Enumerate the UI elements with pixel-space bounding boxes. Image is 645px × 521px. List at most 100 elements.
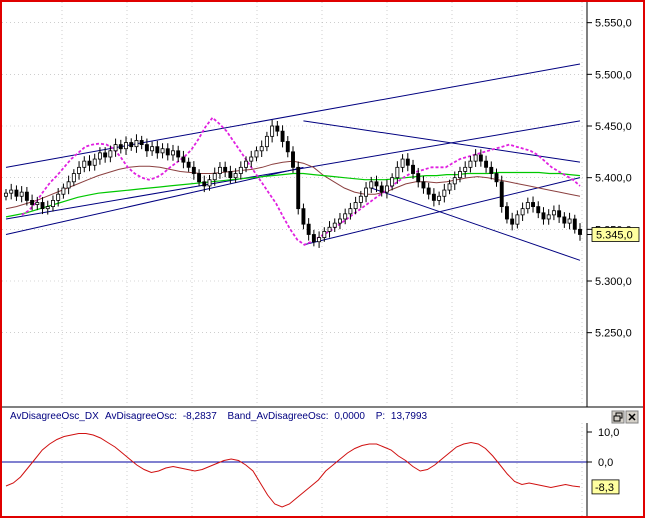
candlestick[interactable] bbox=[374, 175, 379, 193]
candlestick[interactable] bbox=[322, 227, 327, 242]
candlestick[interactable] bbox=[259, 140, 264, 157]
candlestick[interactable] bbox=[71, 169, 76, 187]
candlestick[interactable] bbox=[332, 218, 337, 232]
candlestick[interactable] bbox=[567, 212, 572, 230]
candlestick[interactable] bbox=[473, 149, 478, 167]
candlestick[interactable] bbox=[353, 196, 358, 215]
candlestick[interactable] bbox=[285, 136, 290, 158]
candlestick[interactable] bbox=[191, 161, 196, 180]
candlestick[interactable] bbox=[499, 175, 504, 213]
candlestick[interactable] bbox=[264, 131, 269, 152]
candlestick[interactable] bbox=[280, 125, 285, 148]
candlestick[interactable] bbox=[129, 138, 134, 151]
candlestick[interactable] bbox=[233, 168, 238, 183]
candlestick[interactable] bbox=[572, 214, 577, 234]
candlestick[interactable] bbox=[431, 188, 436, 207]
candlestick[interactable] bbox=[384, 179, 389, 199]
trend-line[interactable] bbox=[5, 63, 581, 168]
candlestick[interactable] bbox=[494, 168, 499, 187]
candlestick[interactable] bbox=[176, 145, 181, 163]
candlestick[interactable] bbox=[202, 175, 207, 193]
candlestick[interactable] bbox=[379, 181, 384, 197]
candlestick[interactable] bbox=[186, 157, 191, 172]
candlestick[interactable] bbox=[468, 156, 473, 173]
candlestick[interactable] bbox=[30, 194, 35, 211]
candlestick[interactable] bbox=[77, 161, 82, 180]
candlestick[interactable] bbox=[458, 166, 462, 183]
candlestick[interactable] bbox=[270, 119, 275, 143]
candlestick[interactable] bbox=[306, 218, 311, 241]
candlestick[interactable] bbox=[364, 182, 369, 203]
candlestick[interactable] bbox=[291, 146, 295, 173]
candlestick[interactable] bbox=[144, 138, 149, 157]
candlestick[interactable] bbox=[134, 134, 139, 153]
candlestick[interactable] bbox=[411, 159, 415, 179]
candlestick[interactable] bbox=[92, 153, 97, 171]
candlestick[interactable] bbox=[515, 210, 520, 229]
candlestick[interactable] bbox=[551, 205, 556, 221]
candlestick[interactable] bbox=[197, 169, 202, 187]
candlestick[interactable] bbox=[562, 212, 567, 228]
candlestick[interactable] bbox=[228, 165, 233, 184]
candlestick[interactable] bbox=[489, 161, 494, 180]
candlestick[interactable] bbox=[426, 182, 431, 200]
candlestick[interactable] bbox=[9, 183, 14, 200]
price-plot-area[interactable] bbox=[4, 63, 582, 261]
candlestick[interactable] bbox=[327, 221, 332, 238]
candlestick[interactable] bbox=[447, 179, 452, 195]
candlestick[interactable] bbox=[358, 190, 363, 208]
trend-line[interactable] bbox=[371, 187, 581, 261]
candlestick[interactable] bbox=[19, 186, 24, 203]
candlestick[interactable] bbox=[541, 207, 546, 225]
candlestick[interactable] bbox=[181, 150, 186, 169]
candlestick[interactable] bbox=[557, 204, 562, 223]
candlestick[interactable] bbox=[520, 202, 525, 222]
candlestick[interactable] bbox=[338, 212, 342, 230]
candlestick[interactable] bbox=[254, 146, 259, 162]
candlestick[interactable] bbox=[390, 173, 395, 191]
candlestick[interactable] bbox=[66, 175, 71, 195]
candlestick[interactable] bbox=[249, 150, 254, 168]
candlestick[interactable] bbox=[400, 154, 405, 173]
trend-line[interactable] bbox=[303, 120, 581, 163]
candlestick[interactable] bbox=[296, 161, 301, 215]
candlestick[interactable] bbox=[437, 191, 442, 206]
candlestick[interactable] bbox=[421, 176, 426, 194]
oscillator-line[interactable] bbox=[5, 433, 581, 508]
candlestick[interactable] bbox=[82, 156, 87, 173]
candlestick[interactable] bbox=[217, 162, 222, 179]
candlestick[interactable] bbox=[504, 202, 509, 224]
candlestick[interactable] bbox=[405, 153, 410, 172]
oscillator-plot-area[interactable] bbox=[2, 433, 587, 508]
trend-line[interactable] bbox=[303, 177, 581, 246]
candlestick[interactable] bbox=[40, 197, 45, 215]
candlestick[interactable] bbox=[139, 135, 144, 150]
candlestick[interactable] bbox=[238, 161, 243, 180]
candlestick[interactable] bbox=[442, 183, 447, 203]
candlestick[interactable] bbox=[244, 156, 248, 173]
candlestick[interactable] bbox=[113, 138, 118, 157]
candlestick[interactable] bbox=[150, 141, 155, 156]
candlestick[interactable] bbox=[311, 229, 316, 247]
candlestick[interactable] bbox=[207, 174, 212, 191]
candlestick[interactable] bbox=[484, 155, 489, 173]
candlestick[interactable] bbox=[301, 203, 306, 230]
candlestick[interactable] bbox=[348, 202, 353, 220]
candlestick[interactable] bbox=[4, 189, 8, 201]
candlestick[interactable] bbox=[463, 161, 468, 178]
candlestick[interactable] bbox=[14, 185, 19, 201]
candlestick[interactable] bbox=[87, 155, 92, 172]
candlestick[interactable] bbox=[165, 143, 170, 161]
candlestick[interactable] bbox=[536, 201, 541, 219]
candlestick[interactable] bbox=[45, 200, 50, 215]
candlestick[interactable] bbox=[118, 139, 123, 154]
candlestick[interactable] bbox=[103, 147, 108, 163]
candlestick[interactable] bbox=[395, 161, 400, 184]
trend-line[interactable] bbox=[5, 166, 304, 235]
candlestick[interactable] bbox=[56, 188, 61, 207]
candlestick[interactable] bbox=[108, 145, 113, 163]
candlestick[interactable] bbox=[317, 231, 322, 248]
candlestick[interactable] bbox=[155, 140, 160, 159]
candlestick[interactable] bbox=[24, 186, 29, 206]
